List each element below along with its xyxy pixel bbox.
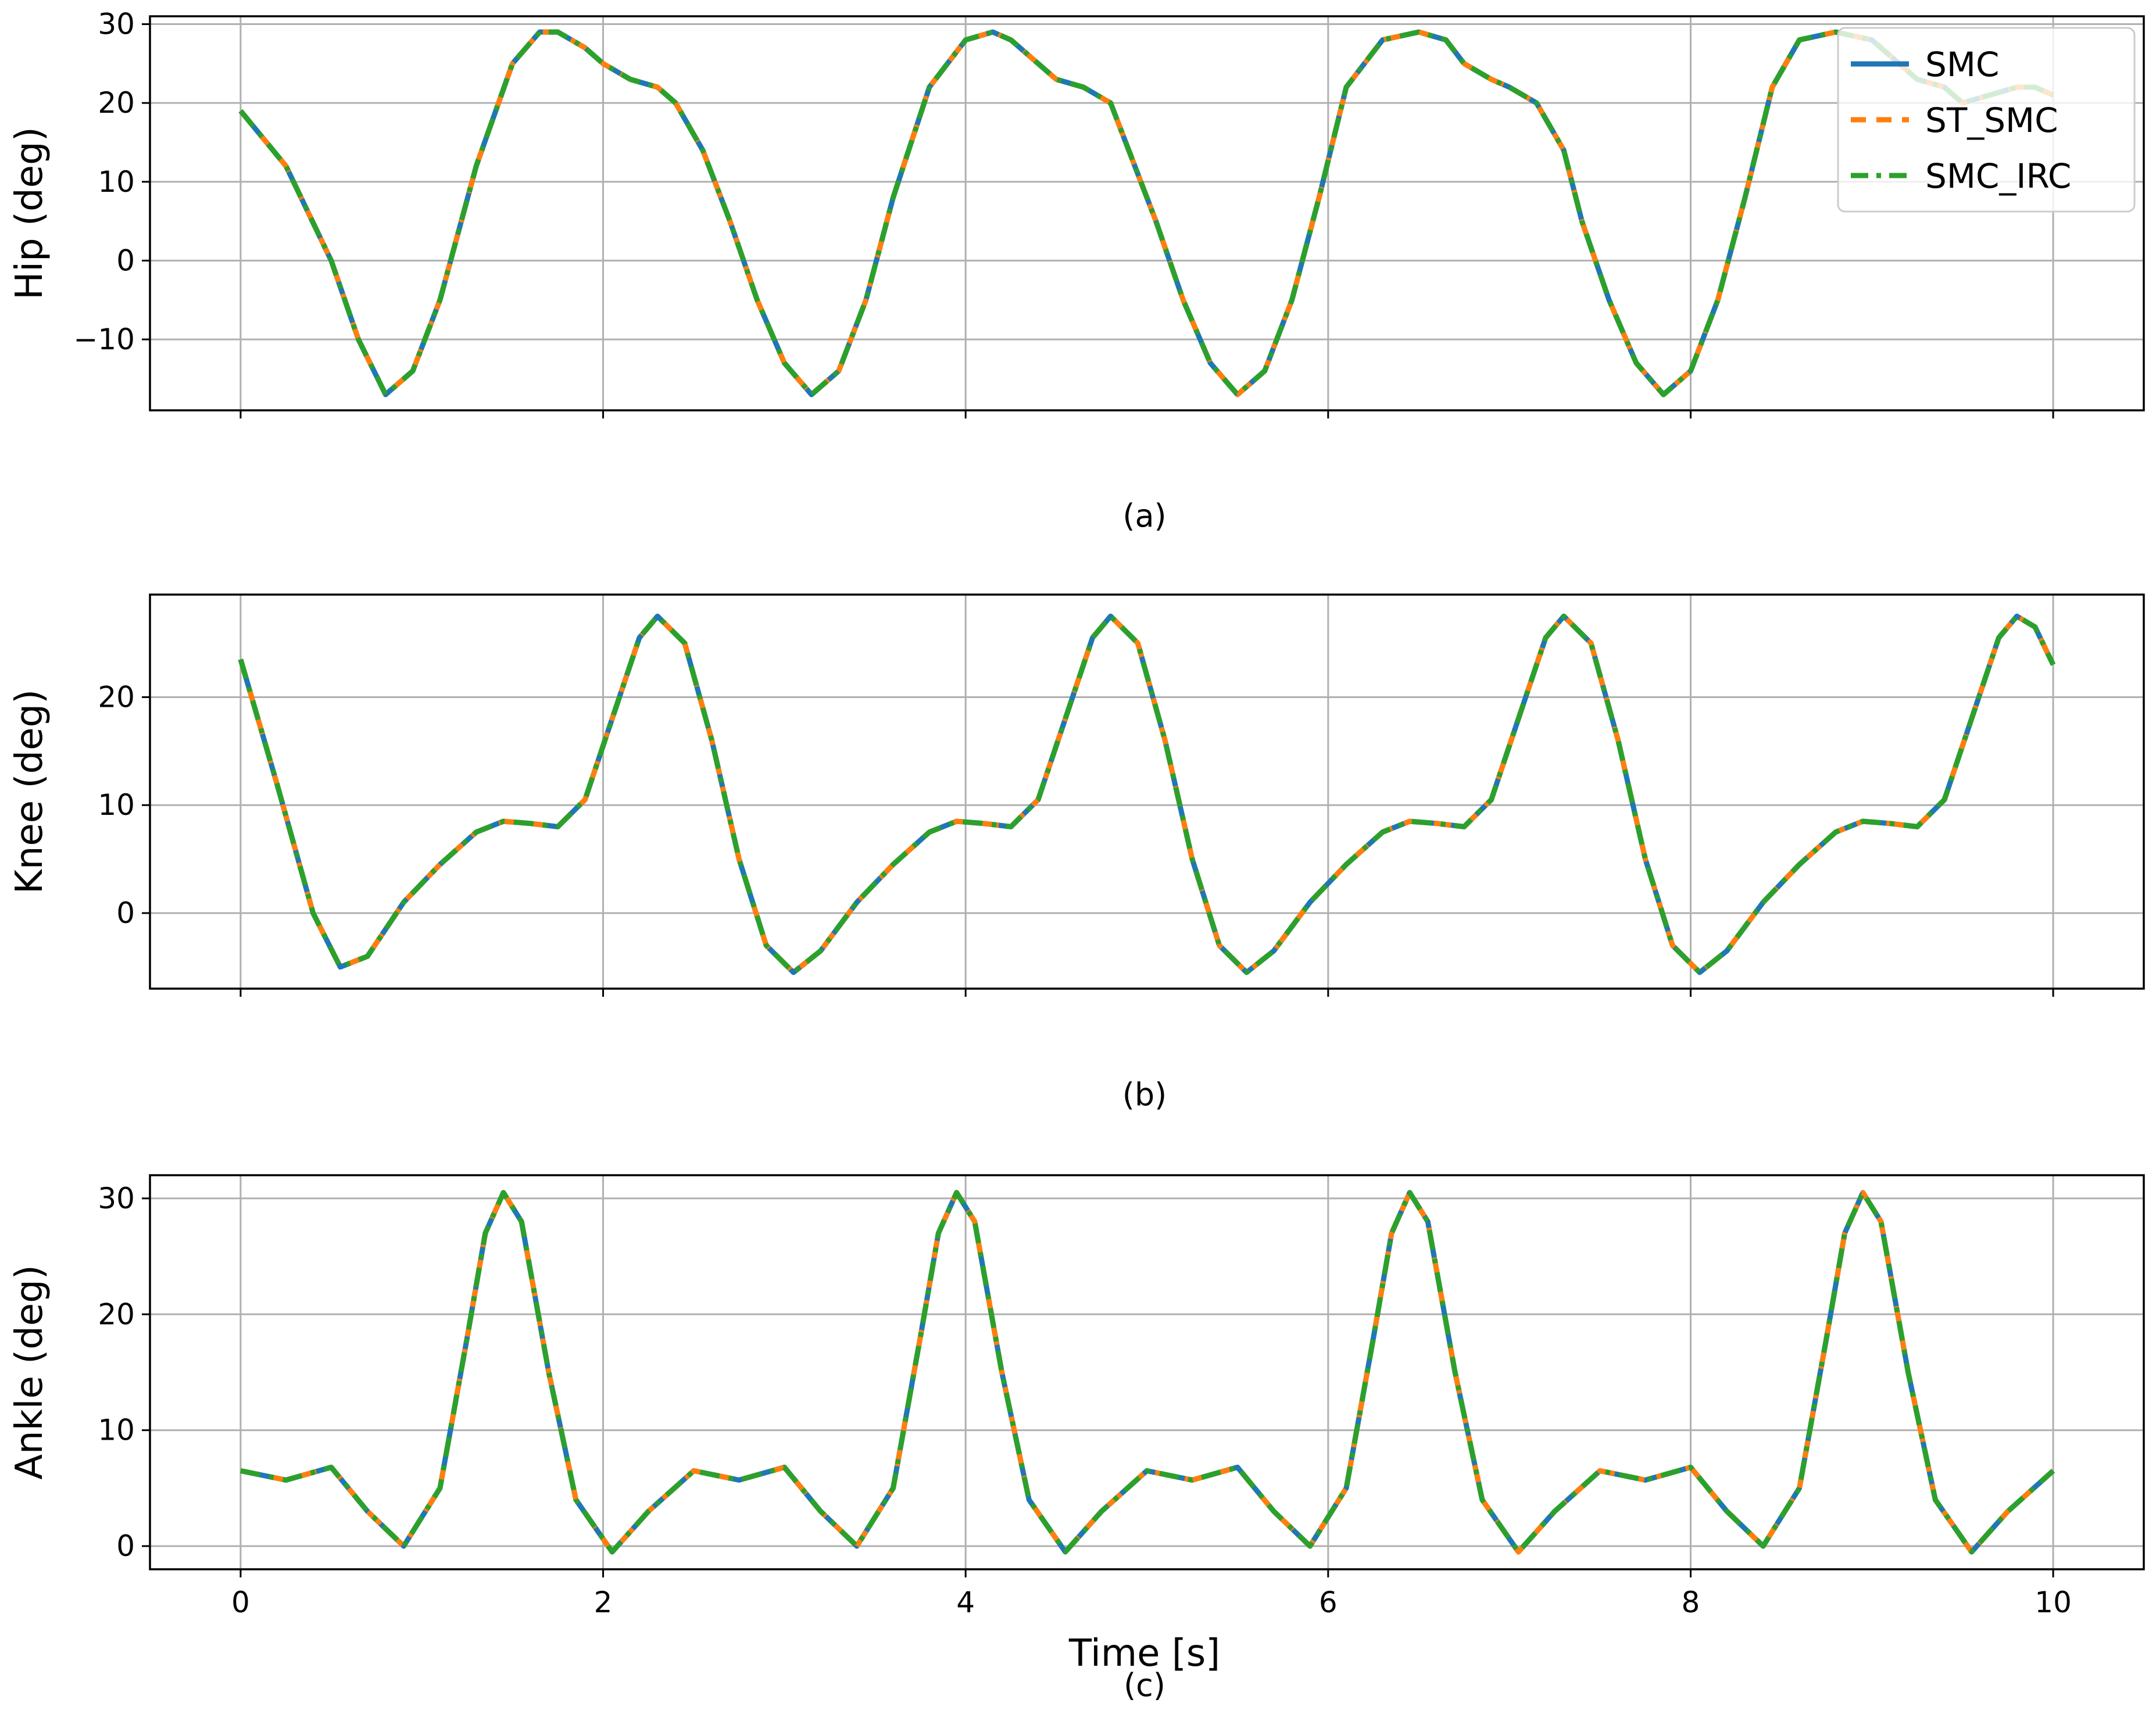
y-tick-label: 0 bbox=[116, 1529, 135, 1563]
y-tick-label: 30 bbox=[98, 8, 135, 41]
panel-caption: (c) bbox=[1124, 1667, 1165, 1704]
x-tick-label: 2 bbox=[594, 1586, 613, 1619]
series-line-smc-irc bbox=[238, 29, 2054, 398]
plot-area bbox=[238, 29, 2054, 398]
series-line-st-smc bbox=[239, 1190, 2055, 1555]
y-tick-label: −10 bbox=[73, 323, 135, 356]
x-tick-label: 6 bbox=[1319, 1586, 1338, 1619]
x-tick-label: 4 bbox=[956, 1586, 975, 1619]
legend-label: SMC_IRC bbox=[1925, 156, 2071, 196]
legend-box bbox=[1837, 27, 2136, 213]
series-line-smc-irc bbox=[239, 1190, 2055, 1555]
series-line-smc-irc bbox=[238, 613, 2056, 975]
panel-caption: (b) bbox=[1122, 1076, 1167, 1113]
plot-frame bbox=[149, 1174, 2145, 1570]
plot-area bbox=[239, 1190, 2055, 1555]
y-tick-label: 0 bbox=[116, 244, 135, 277]
plot-frame bbox=[149, 15, 2145, 411]
panel-1: −10 0 10 20 30 Hip (deg) (a) SMC ST_SMC SMC_IRC bbox=[8, 8, 2145, 534]
panel-3: 0 2 4 6 8 10 0 10 20 30 Ankle (deg) Time [s](c) bbox=[8, 1174, 2145, 1704]
y-axis-label: Knee (deg) bbox=[8, 689, 51, 894]
x-tick-label: 8 bbox=[1682, 1586, 1700, 1619]
y-tick-label: 10 bbox=[98, 165, 135, 199]
y-axis-label: Hip (deg) bbox=[8, 127, 51, 299]
y-tick-label: 30 bbox=[98, 1182, 135, 1215]
x-axis-label: Time [s] bbox=[1068, 1632, 1220, 1675]
panel-2: 0 10 20 Knee (deg) (b) bbox=[8, 593, 2145, 1113]
x-tick-label: 0 bbox=[231, 1586, 250, 1619]
y-tick-label: 0 bbox=[116, 896, 135, 930]
plot-area bbox=[238, 613, 2056, 975]
x-tick-label: 10 bbox=[2035, 1586, 2072, 1619]
legend-label: SMC bbox=[1925, 45, 1999, 84]
series-line-smc bbox=[239, 1190, 2055, 1555]
y-tick-label: 20 bbox=[98, 680, 135, 714]
legend-label: ST_SMC bbox=[1925, 101, 2058, 140]
y-tick-label: 20 bbox=[98, 86, 135, 120]
legend: SMC ST_SMC SMC_IRC bbox=[1837, 27, 2136, 213]
y-tick-label: 20 bbox=[98, 1297, 135, 1331]
y-tick-label: 10 bbox=[98, 1414, 135, 1447]
y-axis-label: Ankle (deg) bbox=[8, 1265, 51, 1479]
plot-frame bbox=[149, 593, 2145, 990]
y-tick-label: 10 bbox=[98, 788, 135, 822]
panel-caption: (a) bbox=[1122, 498, 1166, 534]
